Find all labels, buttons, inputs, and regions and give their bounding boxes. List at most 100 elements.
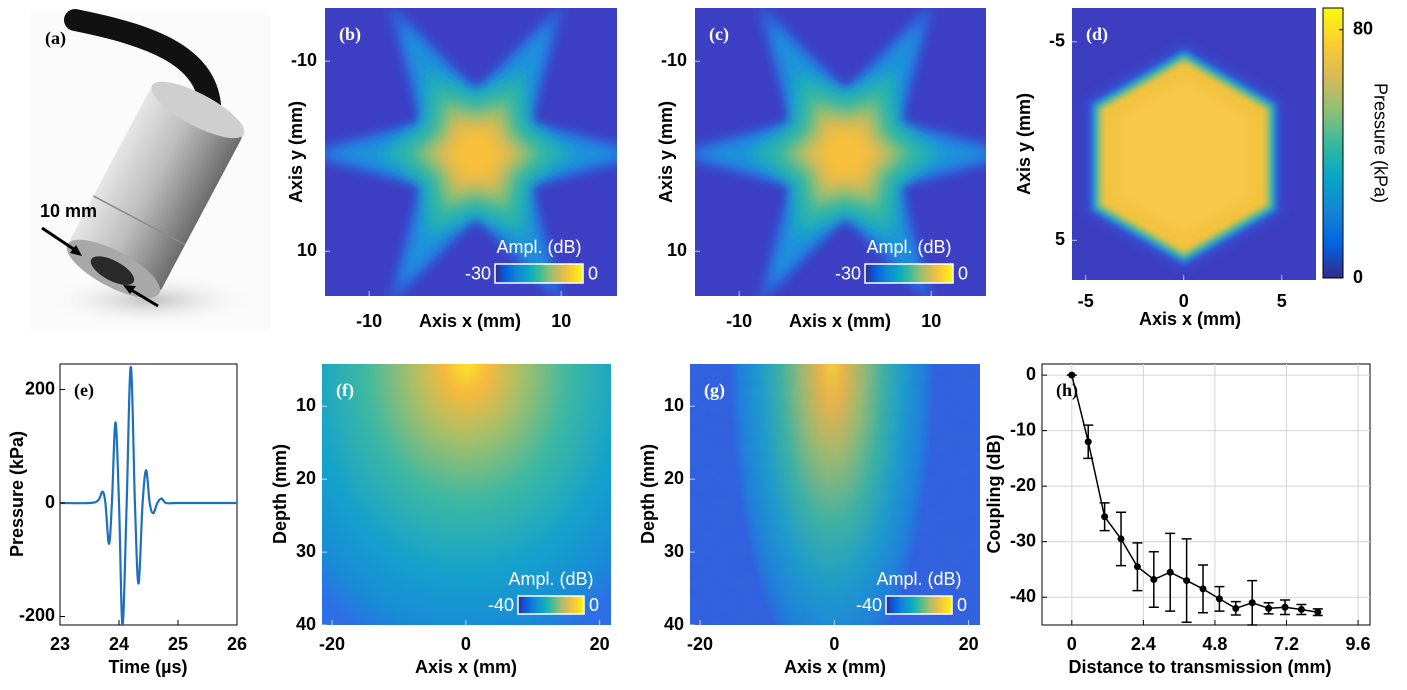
y-tick-label: -20 — [1010, 475, 1036, 495]
x-tick-label: 20 — [590, 634, 610, 654]
data-point — [1068, 372, 1075, 379]
y-axis-label: Axis y (mm) — [1014, 93, 1034, 195]
x-tick-label: -20 — [687, 634, 713, 654]
data-point — [1249, 599, 1256, 606]
y-tick-label: 40 — [664, 614, 684, 634]
colorbar-tick-label: -40 — [856, 595, 882, 615]
y-axis-label: Depth (mm) — [270, 444, 290, 544]
colorbar-tick-label: 0 — [588, 263, 598, 283]
colorbar — [886, 596, 952, 614]
data-point — [1232, 605, 1239, 612]
x-tick-label: 9.6 — [1346, 634, 1371, 654]
x-axis-label: Axis x (mm) — [784, 657, 886, 677]
colorbar — [495, 264, 583, 283]
y-tick-label: 20 — [296, 468, 316, 488]
colorbar-tick-label: 0 — [958, 263, 968, 283]
y-axis-label: Pressure (kPa) — [7, 431, 27, 557]
data-point — [1183, 577, 1190, 584]
y-axis-label: Axis y (mm) — [656, 101, 676, 203]
data-point — [1216, 595, 1223, 602]
x-tick-label: 25 — [168, 634, 188, 654]
panel-label: (d) — [1086, 24, 1108, 45]
heatmap — [1072, 8, 1316, 280]
x-tick-label: 20 — [959, 634, 979, 654]
data-point — [1298, 606, 1305, 613]
y-tick-label: -5 — [1049, 31, 1065, 51]
x-tick-label: 26 — [227, 634, 247, 654]
data-point — [1134, 563, 1141, 570]
y-axis-label: Coupling (dB) — [984, 435, 1004, 554]
y-tick-label: 10 — [664, 395, 684, 415]
data-point — [1200, 585, 1207, 592]
x-tick-label: 0 — [1067, 634, 1077, 654]
data-point — [1314, 609, 1321, 616]
data-point — [1118, 535, 1125, 542]
y-tick-label: 10 — [297, 240, 317, 260]
data-point — [1167, 569, 1174, 576]
x-axis-label: Distance to transmission (mm) — [1068, 657, 1331, 677]
y-tick-label: -10 — [661, 50, 687, 70]
x-tick-label: -5 — [1078, 291, 1094, 311]
panel-label: (h) — [1056, 380, 1078, 401]
colorbar-tick-label: -30 — [835, 263, 861, 283]
y-tick-label: 200 — [25, 378, 55, 398]
panel-label: (c) — [709, 24, 729, 45]
colorbar-tick-label: 0 — [589, 595, 599, 615]
y-axis-label: Depth (mm) — [638, 444, 658, 544]
x-axis-label: Axis x (mm) — [415, 657, 517, 677]
data-point — [1101, 513, 1108, 520]
x-tick-label: 23 — [50, 634, 70, 654]
y-tick-label: -40 — [1010, 586, 1036, 606]
panel-label: (g) — [704, 380, 725, 401]
x-axis-label: Axis x (mm) — [419, 311, 521, 331]
y-tick-label: -200 — [19, 605, 55, 625]
y-tick-label: 5 — [1055, 229, 1065, 249]
x-tick-label: 4.8 — [1202, 634, 1227, 654]
heatmap — [671, 2, 1021, 305]
data-point — [1282, 604, 1289, 611]
y-tick-label: -10 — [291, 50, 317, 70]
y-tick-label: 40 — [296, 614, 316, 634]
data-point — [1265, 605, 1272, 612]
colorbar-tick-label: -30 — [465, 263, 491, 283]
y-tick-label: 0 — [45, 492, 55, 512]
x-tick-label: 2.4 — [1131, 634, 1156, 654]
y-tick-label: 30 — [296, 541, 316, 561]
data-point — [1085, 438, 1092, 445]
panel-label: (f) — [336, 380, 354, 401]
panel-label: (e) — [74, 380, 94, 401]
colorbar-tick-label: 0 — [1353, 267, 1363, 287]
y-tick-label: -30 — [1010, 530, 1036, 550]
x-tick-label: 10 — [551, 311, 571, 331]
colorbar-label: Ampl. (dB) — [876, 569, 961, 589]
x-tick-label: 5 — [1277, 291, 1287, 311]
x-axis-label: Axis x (mm) — [1139, 309, 1241, 329]
figure: 10 mm (a) Ampl. (dB)-300-1010-1010Axis x… — [0, 0, 1407, 690]
colorbar-label: Ampl. (dB) — [496, 237, 581, 257]
y-tick-label: 20 — [664, 468, 684, 488]
annotation: 10 mm — [40, 201, 97, 221]
plot-frame — [1042, 364, 1370, 625]
x-tick-label: 0 — [461, 634, 471, 654]
colorbar — [518, 596, 584, 614]
colorbar — [1323, 8, 1343, 278]
transducer-photo: 10 mm (a) — [30, 10, 270, 330]
x-axis-label: Time (µs) — [108, 657, 187, 677]
x-tick-label: 0 — [1179, 291, 1189, 311]
colorbar-tick-label: -40 — [488, 595, 514, 615]
x-tick-label: 10 — [921, 311, 941, 331]
colorbar-label: Ampl. (dB) — [508, 569, 593, 589]
colorbar — [865, 264, 953, 283]
y-axis-label: Axis y (mm) — [286, 101, 306, 203]
y-tick-label: 10 — [667, 240, 687, 260]
data-point — [1150, 576, 1157, 583]
colorbar-tick-label: 0 — [957, 595, 967, 615]
x-tick-label: -10 — [356, 311, 382, 331]
x-tick-label: 7.2 — [1274, 634, 1299, 654]
y-tick-label: 10 — [296, 395, 316, 415]
y-tick-label: -10 — [1010, 419, 1036, 439]
y-tick-label: 0 — [1026, 364, 1036, 384]
x-tick-label: -10 — [726, 311, 752, 331]
colorbar-label: Pressure (kPa) — [1370, 83, 1390, 203]
colorbar-label: Ampl. (dB) — [866, 237, 951, 257]
